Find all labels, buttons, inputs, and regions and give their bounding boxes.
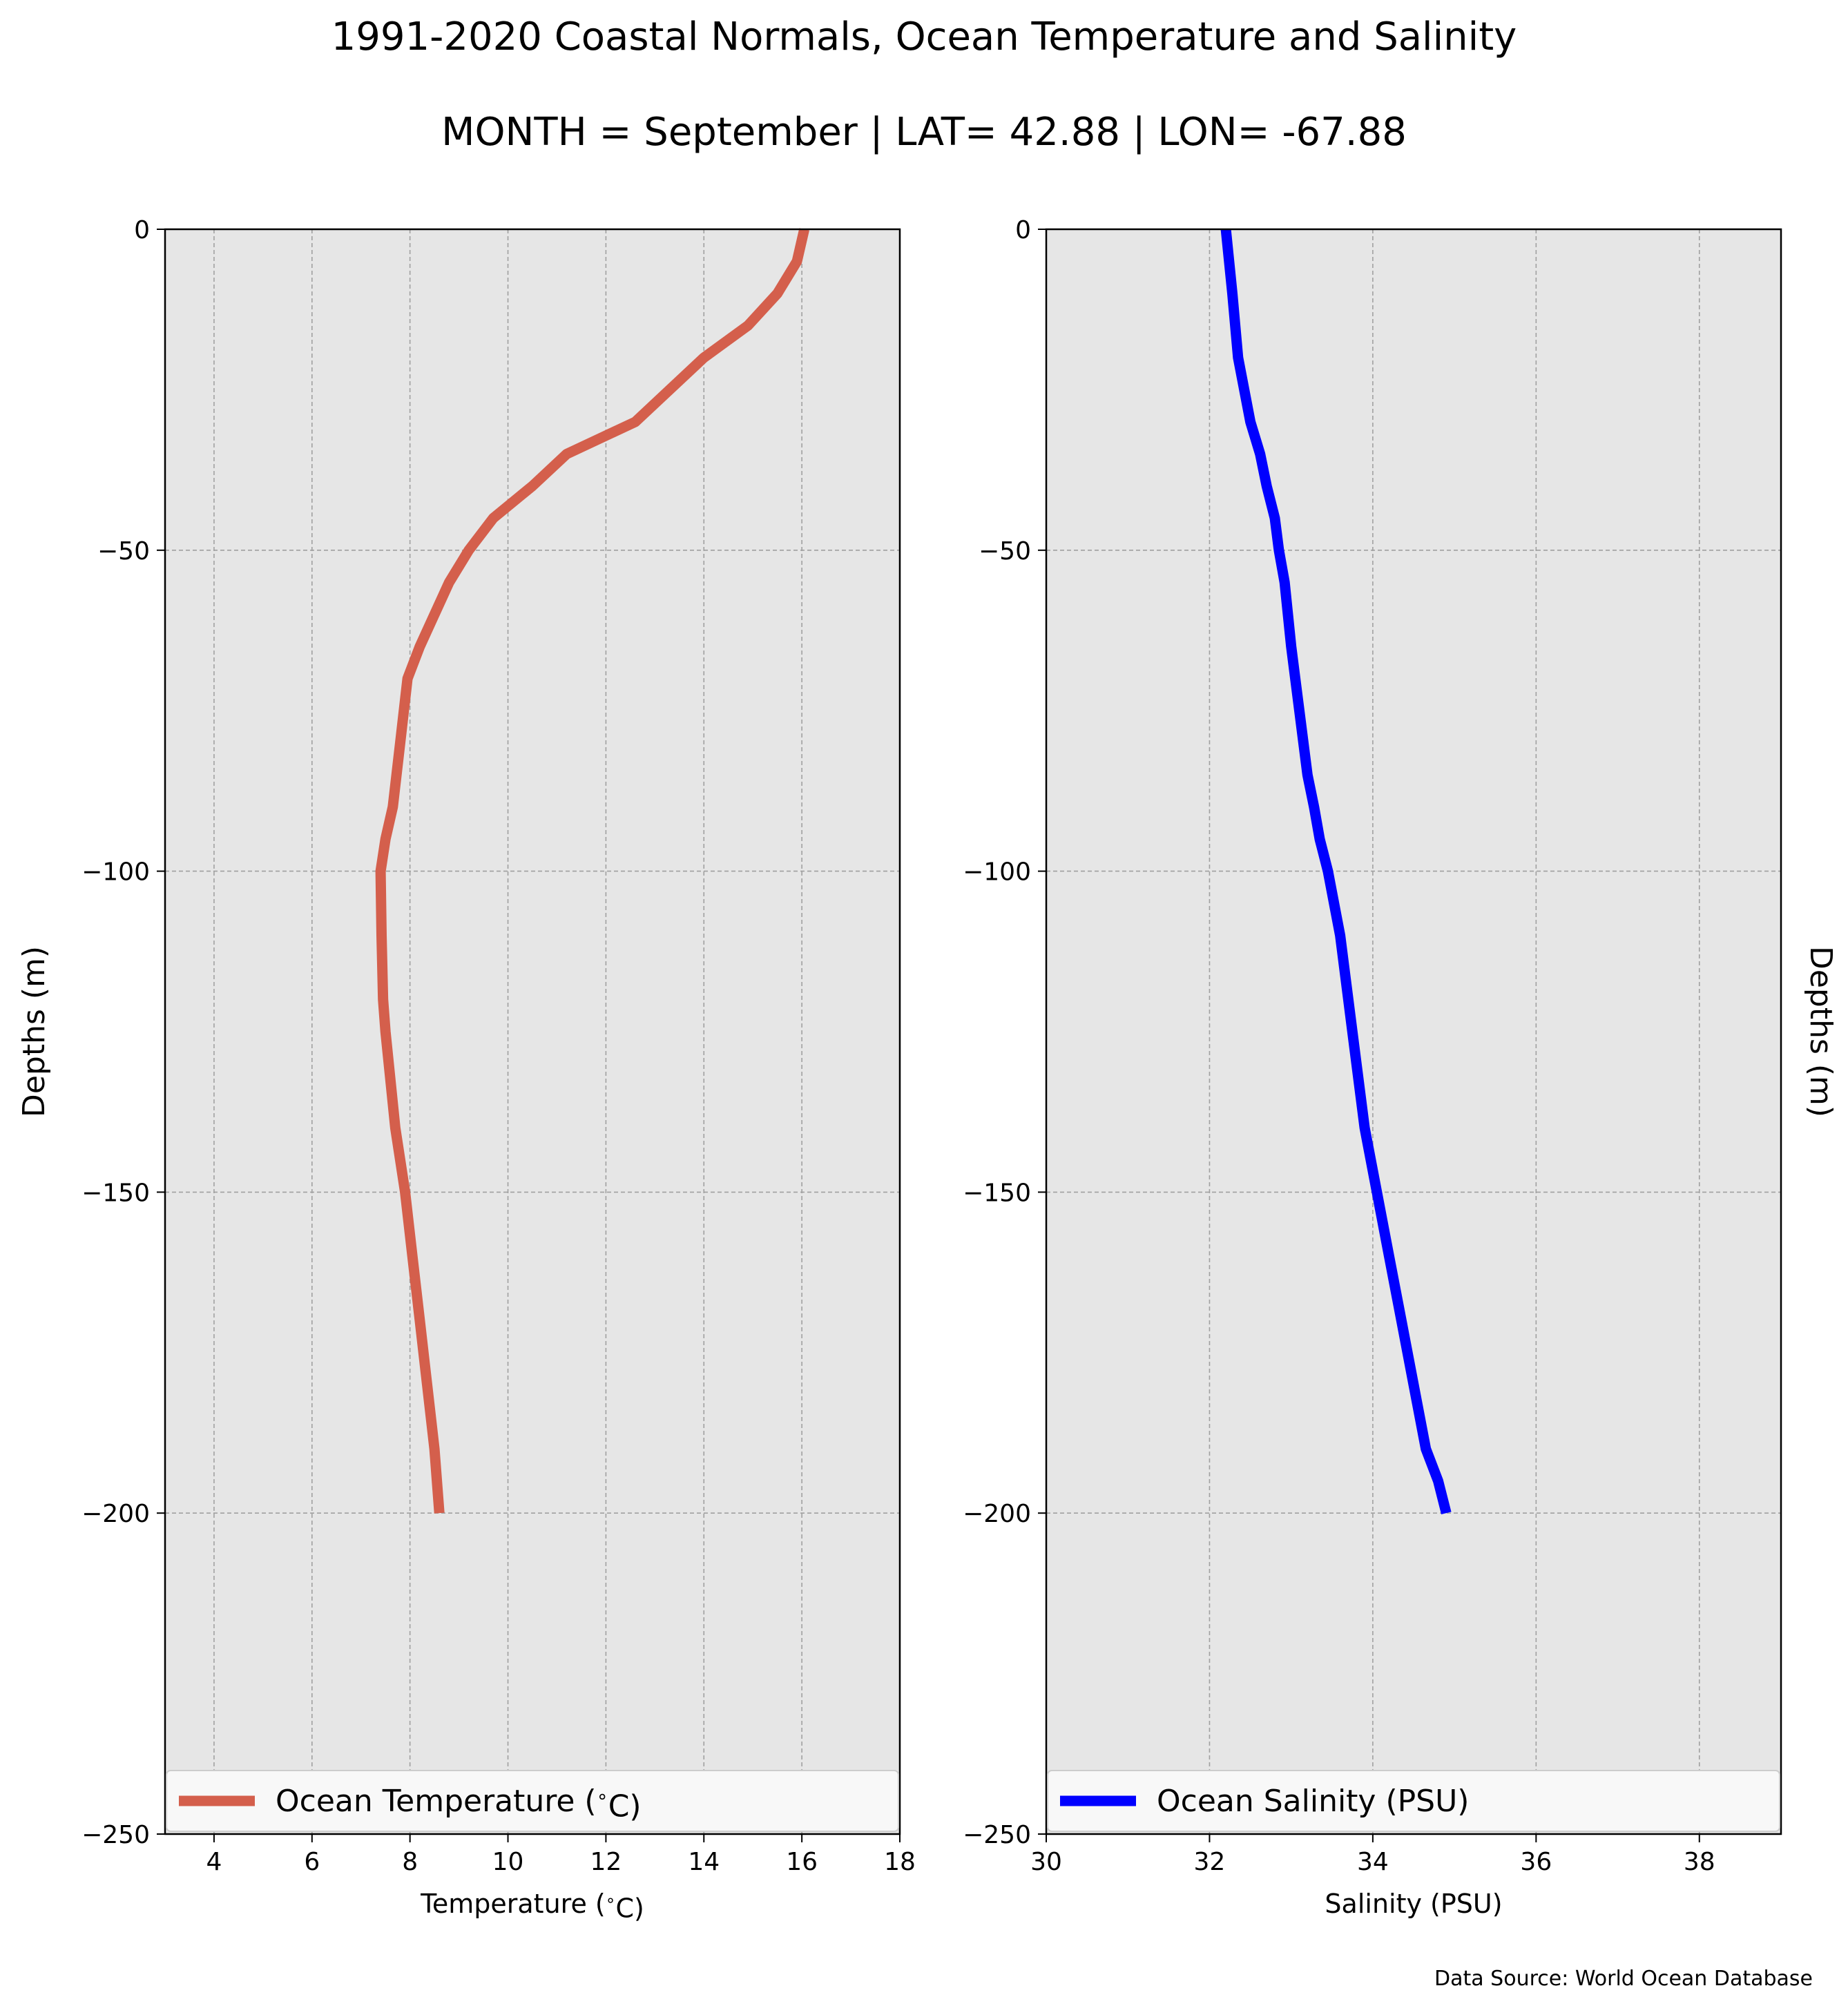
x-axis-label: Temperature (∘C) bbox=[420, 1889, 644, 1923]
y-axis-label: Depths (m) bbox=[17, 946, 52, 1117]
legend-box bbox=[166, 1770, 899, 1832]
y-tick-label: −150 bbox=[963, 1179, 1031, 1207]
x-tick-label: 14 bbox=[688, 1848, 720, 1876]
chart-subtitle: MONTH = September | LAT= 42.88 | LON= -6… bbox=[441, 110, 1407, 155]
legend: Ocean Salinity (PSU) bbox=[1047, 1770, 1780, 1832]
x-tick-label: 36 bbox=[1520, 1848, 1552, 1876]
y-tick-label: −50 bbox=[979, 537, 1031, 566]
x-tick-label: 32 bbox=[1194, 1848, 1226, 1876]
x-tick-label: 6 bbox=[304, 1848, 320, 1876]
series-line bbox=[375, 228, 810, 1514]
y-tick-label: 0 bbox=[134, 216, 150, 244]
legend: Ocean Temperature (∘C) bbox=[166, 1770, 899, 1832]
y-tick-label: −100 bbox=[81, 858, 150, 887]
y-tick-label: −50 bbox=[97, 537, 150, 566]
legend-label: Ocean Temperature (∘C) bbox=[276, 1784, 642, 1824]
x-axis-label: Salinity (PSU) bbox=[1325, 1889, 1502, 1919]
chart-title: 1991-2020 Coastal Normals, Ocean Tempera… bbox=[331, 15, 1517, 59]
x-tick-label: 18 bbox=[884, 1848, 916, 1876]
x-tick-label: 8 bbox=[402, 1848, 418, 1876]
x-tick-label: 4 bbox=[206, 1848, 222, 1876]
panel-salinity: 30 32 34 36 38 0 −50 −100 −150 −200 −250 Salinity (… bbox=[963, 216, 1838, 1919]
chart-panels: 4 6 8 10 12 14 16 18 0 −50 −100 −150 −200 −250 Tempera… bbox=[17, 216, 1838, 1923]
y-tick-label: −100 bbox=[963, 858, 1031, 887]
y-tick-label: −250 bbox=[81, 1821, 150, 1849]
x-tick-label: 16 bbox=[786, 1848, 818, 1876]
x-tick-label: 10 bbox=[492, 1848, 524, 1876]
y-tick-label: −150 bbox=[81, 1179, 150, 1207]
y-tick-label: −200 bbox=[81, 1500, 150, 1528]
x-tick-label: 34 bbox=[1357, 1848, 1389, 1876]
panel-temperature: 4 6 8 10 12 14 16 18 0 −50 −100 −150 −200 −250 Tempera… bbox=[17, 216, 916, 1923]
x-tick-label: 12 bbox=[590, 1848, 622, 1876]
legend-label: Ocean Salinity (PSU) bbox=[1157, 1784, 1469, 1819]
data-source-note: Data Source: World Ocean Database bbox=[1434, 1967, 1813, 1991]
axes-frame bbox=[1045, 228, 1782, 1835]
plot-background bbox=[165, 229, 900, 1834]
axes-frame bbox=[164, 228, 901, 1835]
legend-box bbox=[1047, 1770, 1780, 1832]
y-tick-label: −200 bbox=[963, 1500, 1031, 1528]
x-tick-label: 30 bbox=[1030, 1848, 1062, 1876]
plot-background bbox=[1046, 229, 1781, 1834]
series-line bbox=[1220, 229, 1452, 1515]
x-tick-label: 38 bbox=[1684, 1848, 1715, 1876]
y-tick-label: 0 bbox=[1015, 216, 1031, 244]
y-axis-label: Depths (m) bbox=[1803, 946, 1838, 1117]
y-tick-label: −250 bbox=[963, 1821, 1031, 1849]
